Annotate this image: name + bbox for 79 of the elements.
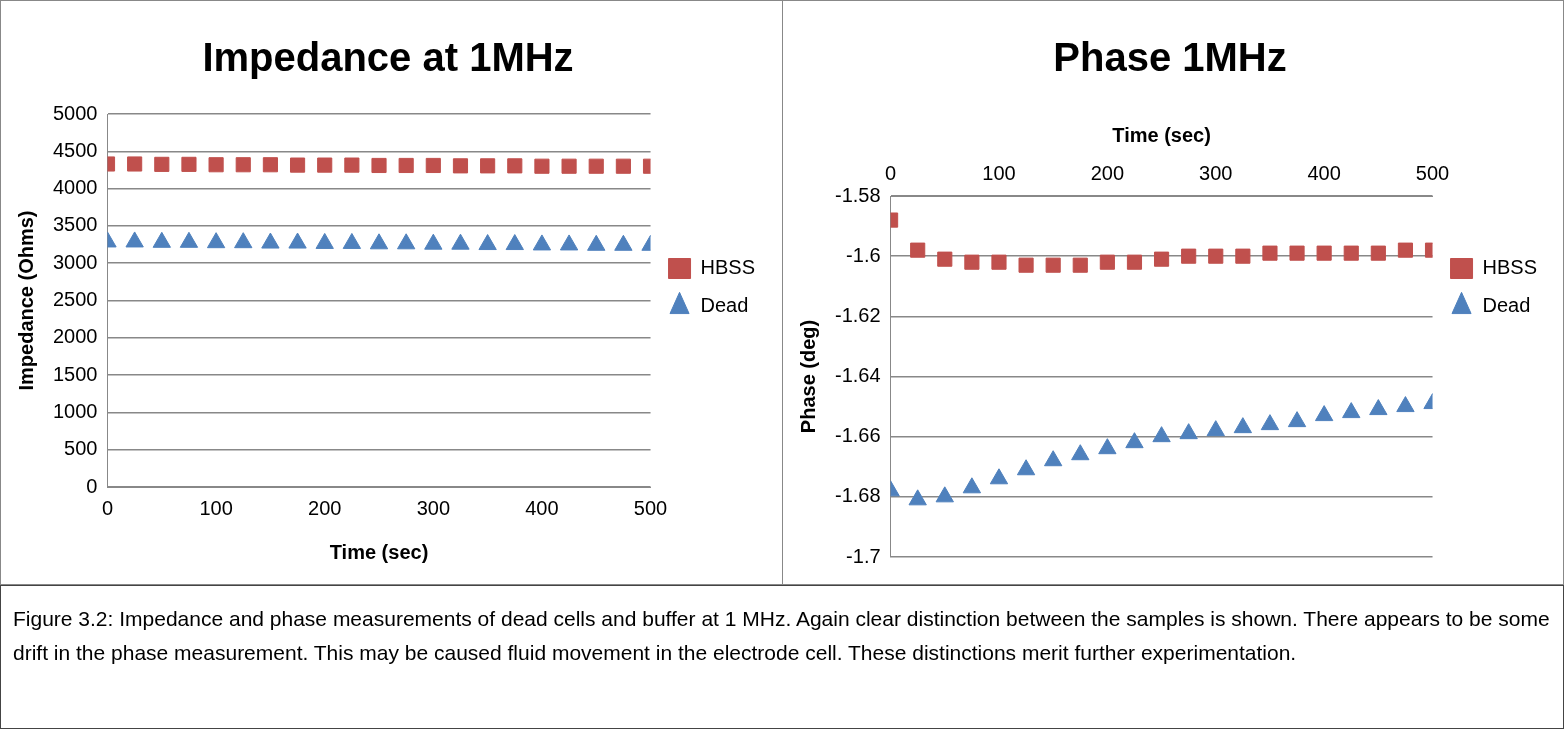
point bbox=[1235, 248, 1251, 264]
legend-label: Dead bbox=[1482, 294, 1531, 317]
point bbox=[1044, 450, 1063, 467]
y-axis-title: Phase (deg) bbox=[796, 319, 819, 434]
y-tick-label: 2000 bbox=[52, 325, 98, 348]
x-tick-label: 500 bbox=[1415, 161, 1450, 184]
y-tick-label: -1.7 bbox=[846, 544, 881, 567]
y-tick-label: -1.62 bbox=[834, 303, 881, 326]
y-tick-label: -1.6 bbox=[846, 243, 881, 266]
y-tick-label: 3500 bbox=[52, 213, 98, 236]
point bbox=[910, 242, 926, 258]
point bbox=[935, 486, 954, 503]
point bbox=[1287, 411, 1307, 428]
y-tick-label: 5000 bbox=[52, 101, 98, 124]
legend-label: HBSS bbox=[1482, 256, 1538, 279]
point bbox=[1098, 438, 1117, 455]
point bbox=[937, 251, 953, 267]
point bbox=[1260, 414, 1280, 431]
x-axis-title: Time (sec) bbox=[1112, 123, 1211, 146]
y-tick-label: 3000 bbox=[52, 250, 98, 273]
x-tick-label: 0 bbox=[101, 496, 114, 519]
x-tick-label: 500 bbox=[633, 496, 668, 519]
point bbox=[1397, 242, 1414, 258]
legend-label: Dead bbox=[700, 294, 749, 317]
x-tick-label: 100 bbox=[199, 496, 233, 519]
chart-title: Impedance at 1MHz bbox=[202, 35, 574, 80]
y-tick-label: 0 bbox=[86, 474, 98, 497]
y-axis-title: Impedance (Ohms) bbox=[14, 210, 37, 391]
x-tick-label: 300 bbox=[1199, 161, 1233, 184]
point bbox=[1208, 248, 1224, 264]
point bbox=[964, 254, 980, 270]
y-tick-label: -1.68 bbox=[834, 484, 881, 507]
y-tick-label: 4500 bbox=[52, 138, 98, 161]
point bbox=[1370, 245, 1386, 261]
x-axis-title: Time (sec) bbox=[329, 540, 429, 563]
legend-label: HBSS bbox=[700, 256, 756, 279]
point bbox=[1045, 257, 1061, 273]
point bbox=[1396, 396, 1415, 413]
y-tick-label: -1.66 bbox=[834, 424, 881, 447]
point bbox=[989, 468, 1009, 485]
point bbox=[1126, 254, 1143, 270]
point bbox=[1369, 399, 1388, 416]
point bbox=[1179, 423, 1198, 440]
x-tick-label: 100 bbox=[982, 161, 1016, 184]
point bbox=[908, 489, 927, 506]
point bbox=[1343, 245, 1359, 261]
y-tick-label: -1.64 bbox=[834, 364, 881, 387]
x-tick-label: 200 bbox=[308, 496, 342, 519]
point bbox=[991, 254, 1007, 270]
point bbox=[1233, 417, 1253, 434]
point bbox=[1071, 444, 1090, 461]
point bbox=[1099, 254, 1115, 270]
point bbox=[1181, 248, 1197, 264]
y-tick-label: 1000 bbox=[52, 399, 98, 422]
y-tick-label: 4000 bbox=[52, 176, 98, 199]
point bbox=[1125, 432, 1144, 449]
x-tick-label: 400 bbox=[525, 496, 559, 519]
point bbox=[1262, 245, 1278, 261]
y-tick-label: 2500 bbox=[52, 288, 98, 311]
point bbox=[1152, 426, 1171, 443]
point bbox=[962, 477, 982, 494]
x-tick-label: 0 bbox=[885, 161, 897, 184]
point bbox=[1206, 420, 1225, 437]
caption: Figure 3.2: Impedance and phase measurements of dead cells and buffer at 1 MHz. Again clear distinction between the samples is shown. There appears to be some drift in the phase measurement. This may be caused fluid movement in the electrode cell. These distinctions merit further experimentation. bbox=[0, 585, 1564, 729]
point bbox=[1342, 402, 1361, 419]
point bbox=[1314, 405, 1334, 422]
y-tick-label: -1.58 bbox=[834, 183, 881, 206]
y-tick-label: 1500 bbox=[52, 362, 98, 385]
point bbox=[1072, 257, 1088, 273]
point bbox=[1153, 251, 1170, 267]
x-tick-label: 200 bbox=[1090, 161, 1125, 184]
y-tick-label: 500 bbox=[64, 437, 98, 460]
chart-title: Phase 1MHz bbox=[1053, 35, 1287, 80]
point bbox=[1316, 245, 1332, 261]
point bbox=[1018, 257, 1034, 273]
x-tick-label: 300 bbox=[416, 496, 451, 519]
point bbox=[1289, 245, 1305, 261]
x-tick-label: 400 bbox=[1307, 161, 1341, 184]
point bbox=[1016, 459, 1036, 476]
